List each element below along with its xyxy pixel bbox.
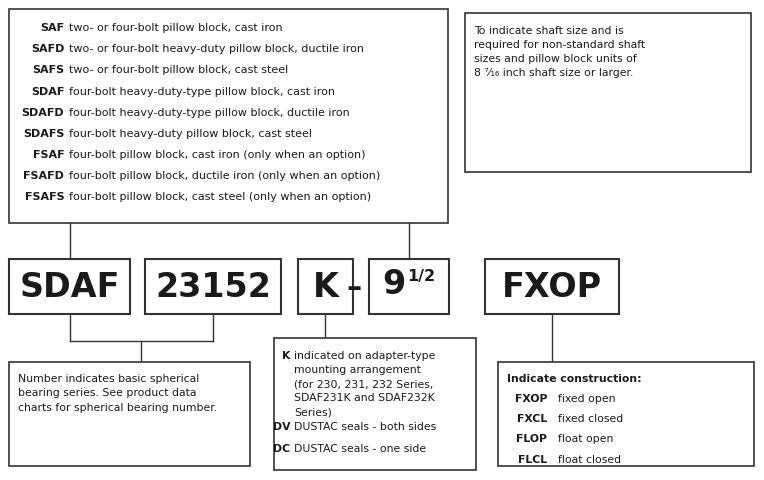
Text: DUSTAC seals - one side: DUSTAC seals - one side [294,444,426,454]
Text: Number indicates basic spherical
bearing series. See product data
charts for sph: Number indicates basic spherical bearing… [18,373,218,412]
Text: four-bolt pillow block, ductile iron (only when an option): four-bolt pillow block, ductile iron (on… [69,171,380,181]
Text: DV: DV [273,421,290,432]
Text: To indicate shaft size and is
required for non-standard shaft
sizes and pillow b: To indicate shaft size and is required f… [474,26,645,78]
Text: four-bolt pillow block, cast steel (only when an option): four-bolt pillow block, cast steel (only… [69,192,371,202]
Text: SAF: SAF [40,23,64,33]
Text: 9: 9 [382,268,405,301]
FancyBboxPatch shape [298,259,353,314]
FancyBboxPatch shape [9,362,250,466]
Text: SDAF: SDAF [31,86,64,96]
Text: FLOP: FLOP [516,433,547,444]
Text: float closed: float closed [551,454,621,464]
Text: Indicate construction:: Indicate construction: [507,373,642,383]
Text: FSAF: FSAF [33,150,64,160]
Text: DUSTAC seals - both sides: DUSTAC seals - both sides [294,421,436,432]
Text: four-bolt heavy-duty-type pillow block, cast iron: four-bolt heavy-duty-type pillow block, … [69,86,335,96]
Text: K: K [282,350,290,360]
FancyBboxPatch shape [485,259,619,314]
Text: SDAFS: SDAFS [23,129,64,139]
Text: four-bolt heavy-duty-type pillow block, ductile iron: four-bolt heavy-duty-type pillow block, … [69,108,349,118]
Text: 1/2: 1/2 [408,269,435,284]
Text: –: – [346,272,361,301]
Text: FXCL: FXCL [516,413,547,423]
Text: SDAF: SDAF [19,270,120,303]
FancyBboxPatch shape [145,259,281,314]
Text: two- or four-bolt pillow block, cast steel: two- or four-bolt pillow block, cast ste… [69,65,288,75]
Text: four-bolt pillow block, cast iron (only when an option): four-bolt pillow block, cast iron (only … [69,150,365,160]
FancyBboxPatch shape [498,362,754,466]
Text: four-bolt heavy-duty pillow block, cast steel: four-bolt heavy-duty pillow block, cast … [69,129,312,139]
FancyBboxPatch shape [9,10,448,223]
Text: SAFS: SAFS [32,65,64,75]
Text: DC: DC [274,444,290,454]
Text: FLCL: FLCL [518,454,547,464]
Text: SDAFD: SDAFD [21,108,64,118]
Text: FXOP: FXOP [502,270,602,303]
Text: float open: float open [551,433,613,444]
Text: SAFD: SAFD [31,44,64,54]
Text: FSAFS: FSAFS [24,192,64,202]
FancyBboxPatch shape [274,338,476,470]
Text: indicated on adapter-type
mounting arrangement
(for 230, 231, 232 Series,
SDAF23: indicated on adapter-type mounting arran… [294,350,435,416]
Text: K: K [312,270,338,303]
Text: FXOP: FXOP [514,393,547,403]
FancyBboxPatch shape [465,14,751,173]
FancyBboxPatch shape [9,259,130,314]
Text: two- or four-bolt heavy-duty pillow block, ductile iron: two- or four-bolt heavy-duty pillow bloc… [69,44,364,54]
Text: two- or four-bolt pillow block, cast iron: two- or four-bolt pillow block, cast iro… [69,23,283,33]
Text: 23152: 23152 [155,270,271,303]
FancyBboxPatch shape [369,259,449,314]
Text: fixed open: fixed open [551,393,615,403]
Text: FSAFD: FSAFD [23,171,64,181]
Text: fixed closed: fixed closed [551,413,623,423]
